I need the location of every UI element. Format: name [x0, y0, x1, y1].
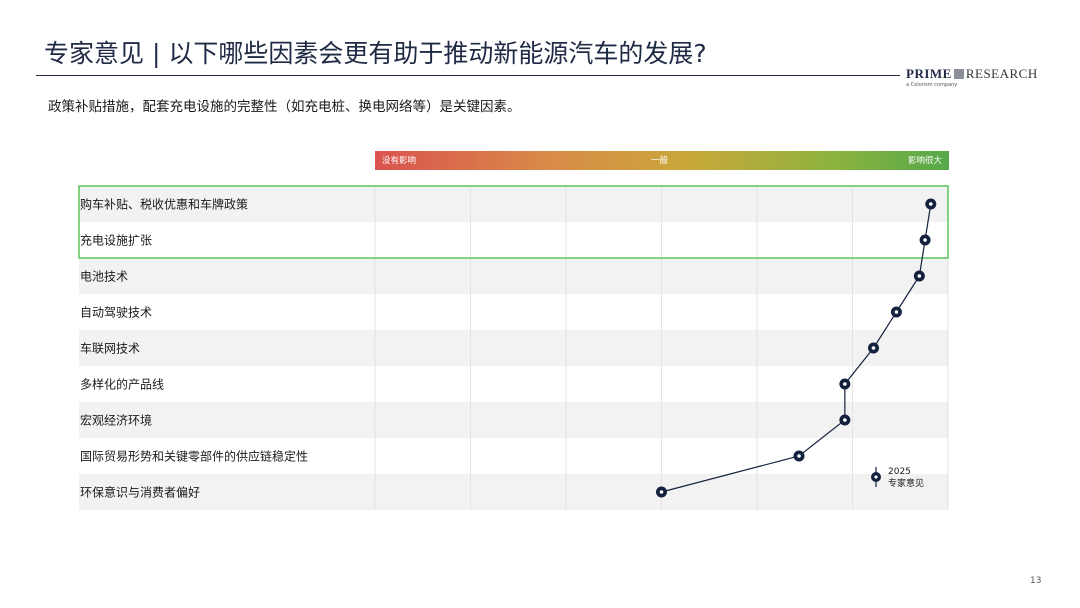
- row-band: [79, 186, 948, 222]
- category-label: 购车补贴、税收优惠和车牌政策: [80, 197, 248, 212]
- row-band: [79, 330, 948, 366]
- page-number: 13: [1030, 576, 1042, 586]
- logo-square-icon: [953, 69, 964, 79]
- highlight-box: [78, 185, 949, 259]
- page-title: 专家意见 | 以下哪些因素会更有助于推动新能源汽车的发展?: [44, 39, 707, 68]
- legend-label: 专家意见: [888, 477, 924, 489]
- impact-scale-bar: 没有影响 一般 影响很大: [375, 151, 949, 170]
- logo-brand: PRIME: [906, 66, 952, 81]
- scale-label-high: 影响很大: [907, 156, 942, 166]
- legend-marker-center: [874, 475, 878, 479]
- logo-brand-2: RESEARCH: [965, 66, 1038, 81]
- data-point-center: [917, 274, 922, 278]
- category-label: 国际贸易形势和关键零部件的供应链稳定性: [80, 449, 308, 464]
- category-label: 车联网技术: [80, 341, 140, 356]
- data-point-center: [923, 238, 927, 242]
- category-label: 宏观经济环境: [80, 413, 152, 428]
- category-label: 电池技术: [80, 270, 128, 284]
- company-logo: PRIME RESEARCH a Colorism company: [906, 66, 1056, 90]
- data-point-center: [843, 382, 847, 386]
- title-divider: [36, 75, 900, 76]
- data-point-center: [871, 346, 876, 350]
- scale-label-mid: 一般: [651, 156, 669, 166]
- category-label: 环保意识与消费者偏好: [80, 485, 200, 500]
- category-label: 充电设施扩张: [80, 233, 152, 248]
- category-label: 自动驾驶技术: [80, 305, 152, 320]
- row-band: [79, 474, 948, 510]
- data-point-center: [843, 418, 847, 422]
- data-point-center: [894, 310, 899, 314]
- subtitle: 政策补贴措施，配套充电设施的完整性（如充电桩、换电网络等）是关键因素。: [48, 99, 521, 115]
- logo-tagline: a Colorism company: [906, 82, 958, 88]
- data-point-center: [659, 490, 664, 494]
- data-point-center: [797, 454, 801, 458]
- row-band: [79, 402, 948, 438]
- row-band: [79, 258, 948, 294]
- scale-label-low: 没有影响: [382, 156, 417, 166]
- legend-year: 2025: [888, 467, 911, 477]
- category-label: 多样化的产品线: [80, 377, 164, 392]
- data-point-center: [929, 202, 933, 206]
